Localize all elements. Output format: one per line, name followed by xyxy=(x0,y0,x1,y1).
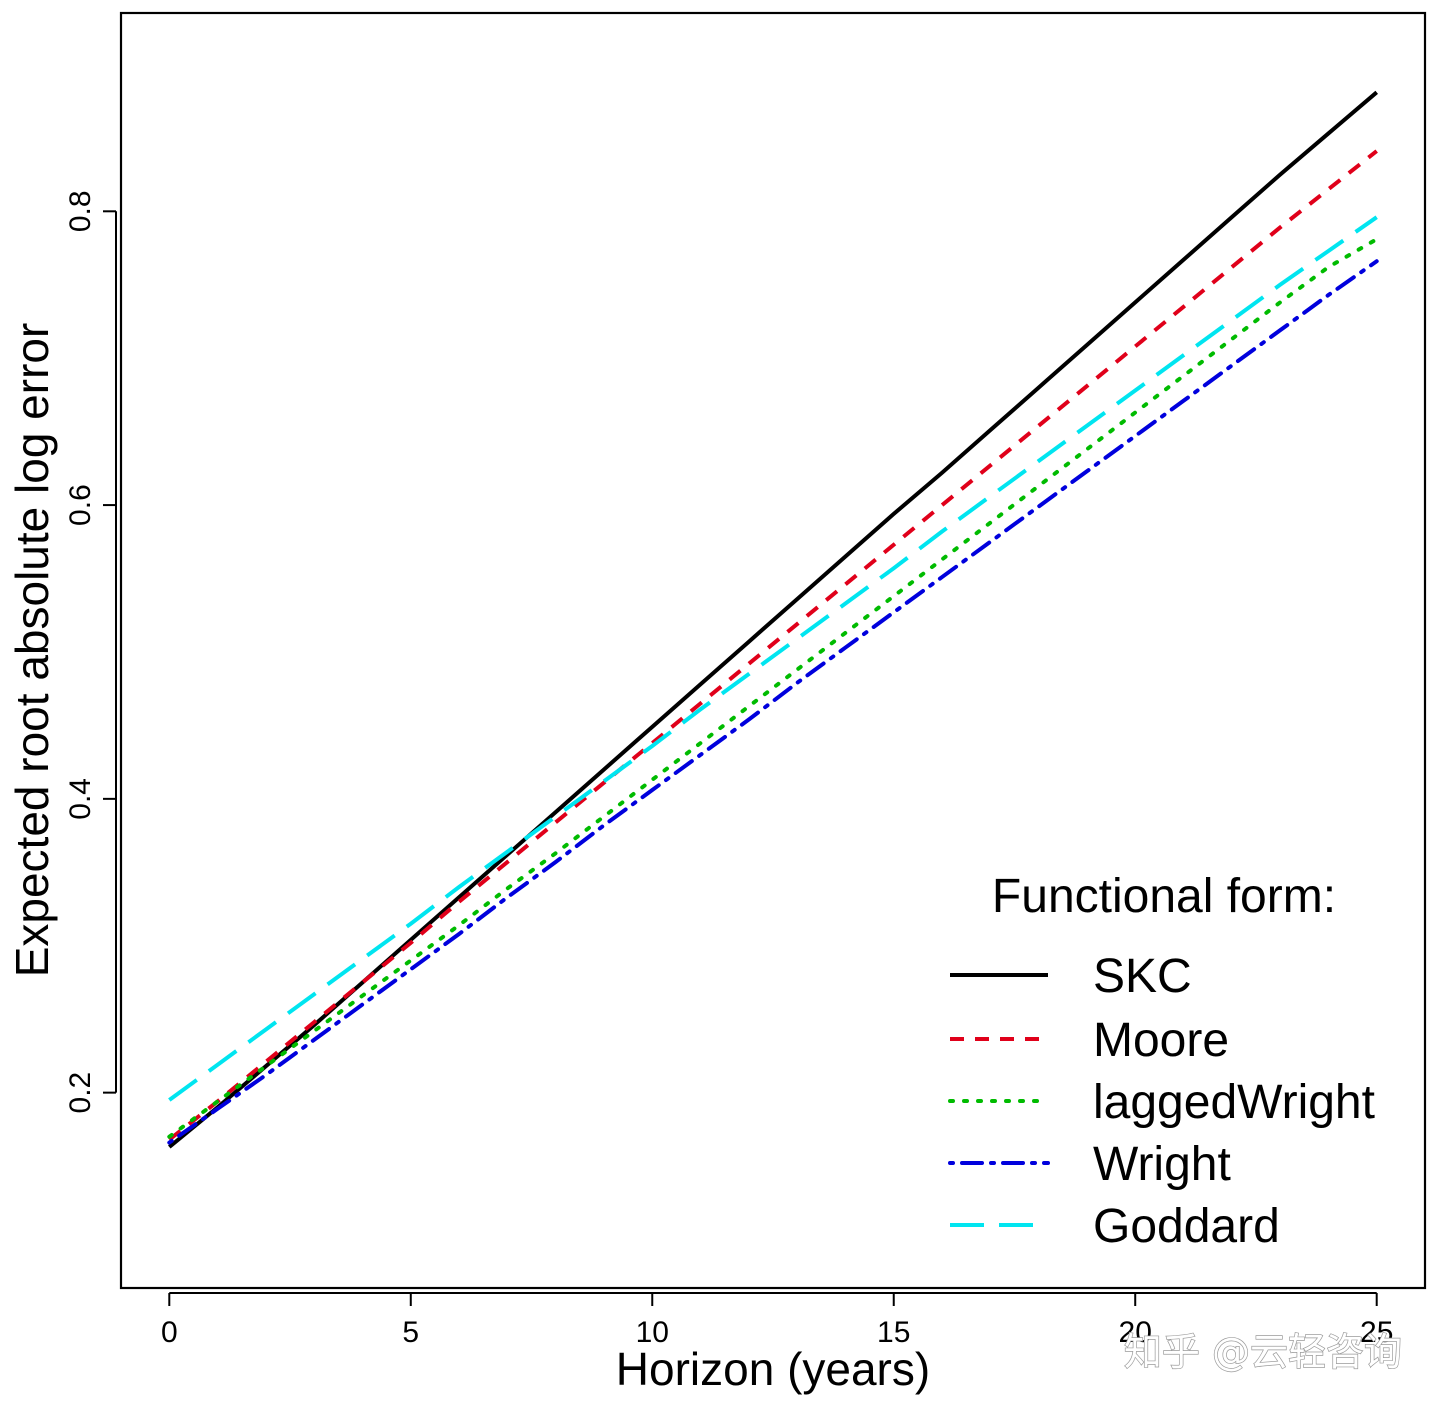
legend-entry: SKC xyxy=(950,950,1192,1003)
series-layer xyxy=(167,90,1379,1149)
legend-label-moore: Moore xyxy=(1093,1014,1229,1067)
x-tick-label: 10 xyxy=(636,1316,669,1349)
series-line-goddard xyxy=(168,215,1378,1102)
y-tick-label: 0.2 xyxy=(64,1072,97,1114)
axes: 0 5 10 15 20 25 0.2 0.4 0.6 0.8 Horizon (years) Exp… xyxy=(6,190,1393,1395)
legend-label-laggedwright: laggedWright xyxy=(1093,1076,1375,1129)
y-tick-label: 0.8 xyxy=(64,190,97,232)
plot-area xyxy=(119,11,1427,1290)
legend-label-wright: Wright xyxy=(1093,1138,1231,1191)
legend-title: Functional form: xyxy=(992,870,1336,923)
legend-label-goddard: Goddard xyxy=(1093,1200,1280,1253)
y-tick-label: 0.4 xyxy=(64,778,97,820)
legend: Functional form: SKC Moore laggedWright … xyxy=(948,870,1375,1253)
legend-entry: Moore xyxy=(950,1014,1229,1067)
series-line-skc xyxy=(168,90,1378,1149)
x-tick-label: 25 xyxy=(1360,1316,1393,1349)
legend-entry: Goddard xyxy=(950,1200,1280,1253)
legend-label-skc: SKC xyxy=(1093,950,1192,1003)
x-tick-label: 0 xyxy=(161,1316,178,1349)
plot-frame xyxy=(119,11,1427,1290)
x-tick-label: 5 xyxy=(402,1316,419,1349)
legend-entry: laggedWright xyxy=(948,1076,1375,1129)
x-axis-title: Horizon (years) xyxy=(616,1343,930,1395)
series-line-wright xyxy=(167,259,1379,1145)
watermark-text: 知乎 @云轻咨询 xyxy=(1124,1330,1402,1374)
x-tick-label: 20 xyxy=(1119,1316,1152,1349)
series-line-laggedwright xyxy=(167,237,1379,1139)
x-tick-label: 15 xyxy=(877,1316,910,1349)
y-axis-title: Expected root absolute log error xyxy=(6,323,58,978)
y-tick-label: 0.6 xyxy=(64,484,97,526)
series-line-moore xyxy=(168,149,1378,1142)
legend-entry: Wright xyxy=(948,1138,1231,1191)
